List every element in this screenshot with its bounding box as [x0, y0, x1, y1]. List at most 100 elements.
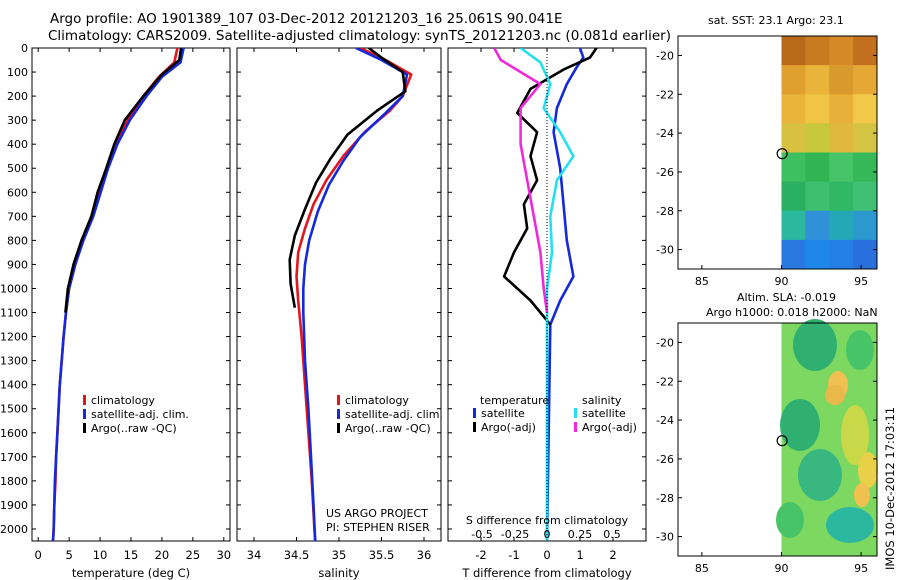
sst-cell [853, 123, 878, 153]
lon-tick-label: 95 [854, 275, 868, 288]
sst-cell [781, 210, 806, 241]
sst-cell [853, 94, 878, 124]
sst-cell [829, 94, 854, 124]
sla-blob [776, 502, 804, 538]
series-line-temperature-satellite [545, 48, 585, 541]
sst-cell [853, 210, 878, 241]
series-line-argo-raw-qc- [64, 48, 183, 313]
sla-map-frame [677, 322, 878, 557]
sst-cell [853, 239, 878, 270]
legend-header-salinity: salinity [582, 394, 622, 407]
x-tick-label: 10 [93, 548, 108, 562]
sst-cell [781, 239, 806, 270]
legend-swatch [337, 409, 340, 419]
legend-swatch [337, 423, 340, 433]
plot-title-line2: Climatology: CARS2009. Satellite-adjuste… [48, 28, 671, 44]
depth-tick-label: 800 [7, 234, 28, 247]
sst-cell [829, 210, 854, 241]
pi-label: PI: STEPHEN RISER [326, 521, 430, 534]
depth-tick-label: 1300 [0, 355, 28, 368]
temperature-profile-panel: 0100200300400500600700800900100011001200… [0, 42, 231, 580]
depth-tick-label: 0 [21, 42, 28, 55]
lat-tick-label: -30 [656, 531, 674, 544]
depth-tick-label: 900 [7, 258, 28, 271]
temperature-profile-series-group [51, 48, 185, 541]
legend-swatch [83, 423, 86, 433]
temperature-profile-frame [31, 47, 231, 542]
project-label: US ARGO PROJECT [326, 507, 428, 520]
sst-cell [829, 123, 854, 153]
legend-swatch [473, 408, 476, 418]
sst-map-title: sat. SST: 23.1 Argo: 23.1 [708, 14, 844, 27]
sst-cell [829, 36, 854, 66]
depth-tick-label: 600 [7, 186, 28, 199]
lat-tick-label: -28 [656, 492, 674, 505]
sst-cell [781, 123, 806, 153]
argo-location-marker [776, 148, 788, 160]
diff-top-xlabel: S difference from climatology [466, 514, 629, 527]
sst-map-panel: -20 -22 -24 -26 -28 -30 85 90 95 [656, 35, 878, 288]
x-tick-label: 1 [576, 548, 583, 562]
series-line-salinity-argo-adj- [493, 48, 549, 313]
sla-blob [798, 449, 842, 501]
sst-cell [805, 210, 830, 241]
legend-swatch [83, 409, 86, 419]
sla-blob [793, 319, 837, 371]
lat-tick-label: -26 [656, 166, 674, 179]
lon-tick-label: 90 [774, 562, 788, 575]
x-tick-label: 34.5 [284, 548, 310, 562]
sst-cell [805, 123, 830, 153]
lat-tick-label: -26 [656, 453, 674, 466]
depth-tick-label: 1900 [0, 499, 28, 512]
sst-cell [829, 239, 854, 270]
depth-tick-label: 200 [7, 90, 28, 103]
lat-tick-label: -28 [656, 205, 674, 218]
depth-tick-label: 500 [7, 162, 28, 175]
x-tick-label: 2 [609, 548, 616, 562]
depth-tick-label: 400 [7, 138, 28, 151]
sst-cell [805, 181, 830, 212]
x-tick-label: 36 [417, 548, 432, 562]
legend-swatch [337, 395, 340, 405]
s-diff-tick-label: 0.25 [568, 528, 593, 541]
depth-tick-label: 1800 [0, 475, 28, 488]
sla-blob [826, 507, 874, 543]
sla-blob [846, 330, 874, 370]
x-tick-label: -1 [508, 548, 519, 562]
series-line-temperature-argo-adj- [502, 48, 598, 326]
difference-profile-series-group [493, 48, 598, 541]
x-tick-label: 30 [216, 548, 231, 562]
x-tick-label: 35 [332, 548, 347, 562]
legend-entry: satellite-adj. clim. [91, 408, 189, 421]
sst-cell [853, 65, 878, 95]
x-tick-label: 25 [186, 548, 201, 562]
legend-entry: Argo(-adj) [481, 421, 536, 434]
depth-tick-label: 1200 [0, 331, 28, 344]
sst-cell [781, 36, 806, 66]
s-diff-tick-label: -0.5 [471, 528, 492, 541]
depth-tick-label: 1100 [0, 307, 28, 320]
legend-entry: satellite [481, 407, 525, 420]
lat-tick-label: -20 [656, 336, 674, 349]
x-tick-label: 15 [124, 548, 139, 562]
imos-timestamp: IMOS 10-Dec-2012 17:03:11 [883, 406, 897, 570]
salinity-profile-xlabel: salinity [318, 566, 359, 580]
s-diff-tick-label: 0 [544, 528, 551, 541]
depth-tick-label: 700 [7, 210, 28, 223]
x-tick-label: 20 [155, 548, 170, 562]
sst-cell [805, 36, 830, 66]
sst-cell [829, 65, 854, 95]
plot-title-line1: Argo profile: AO 1901389_107 03-Dec-2012… [50, 11, 563, 27]
s-diff-tick-label: 0.5 [603, 528, 621, 541]
sla-map-title-2: Argo h1000: 0.018 h2000: NaN [706, 306, 878, 319]
x-tick-label: -2 [475, 548, 486, 562]
sst-cell [781, 94, 806, 124]
x-tick-label: 34 [247, 548, 262, 562]
lat-tick-label: -22 [656, 375, 674, 388]
series-line-argo-raw-qc- [288, 48, 407, 308]
temperature-profile-xlabel: temperature (deg C) [72, 566, 190, 580]
depth-tick-label: 300 [7, 114, 28, 127]
sst-cell [805, 152, 830, 183]
sst-cell [829, 181, 854, 212]
lon-tick-label: 90 [774, 275, 788, 288]
